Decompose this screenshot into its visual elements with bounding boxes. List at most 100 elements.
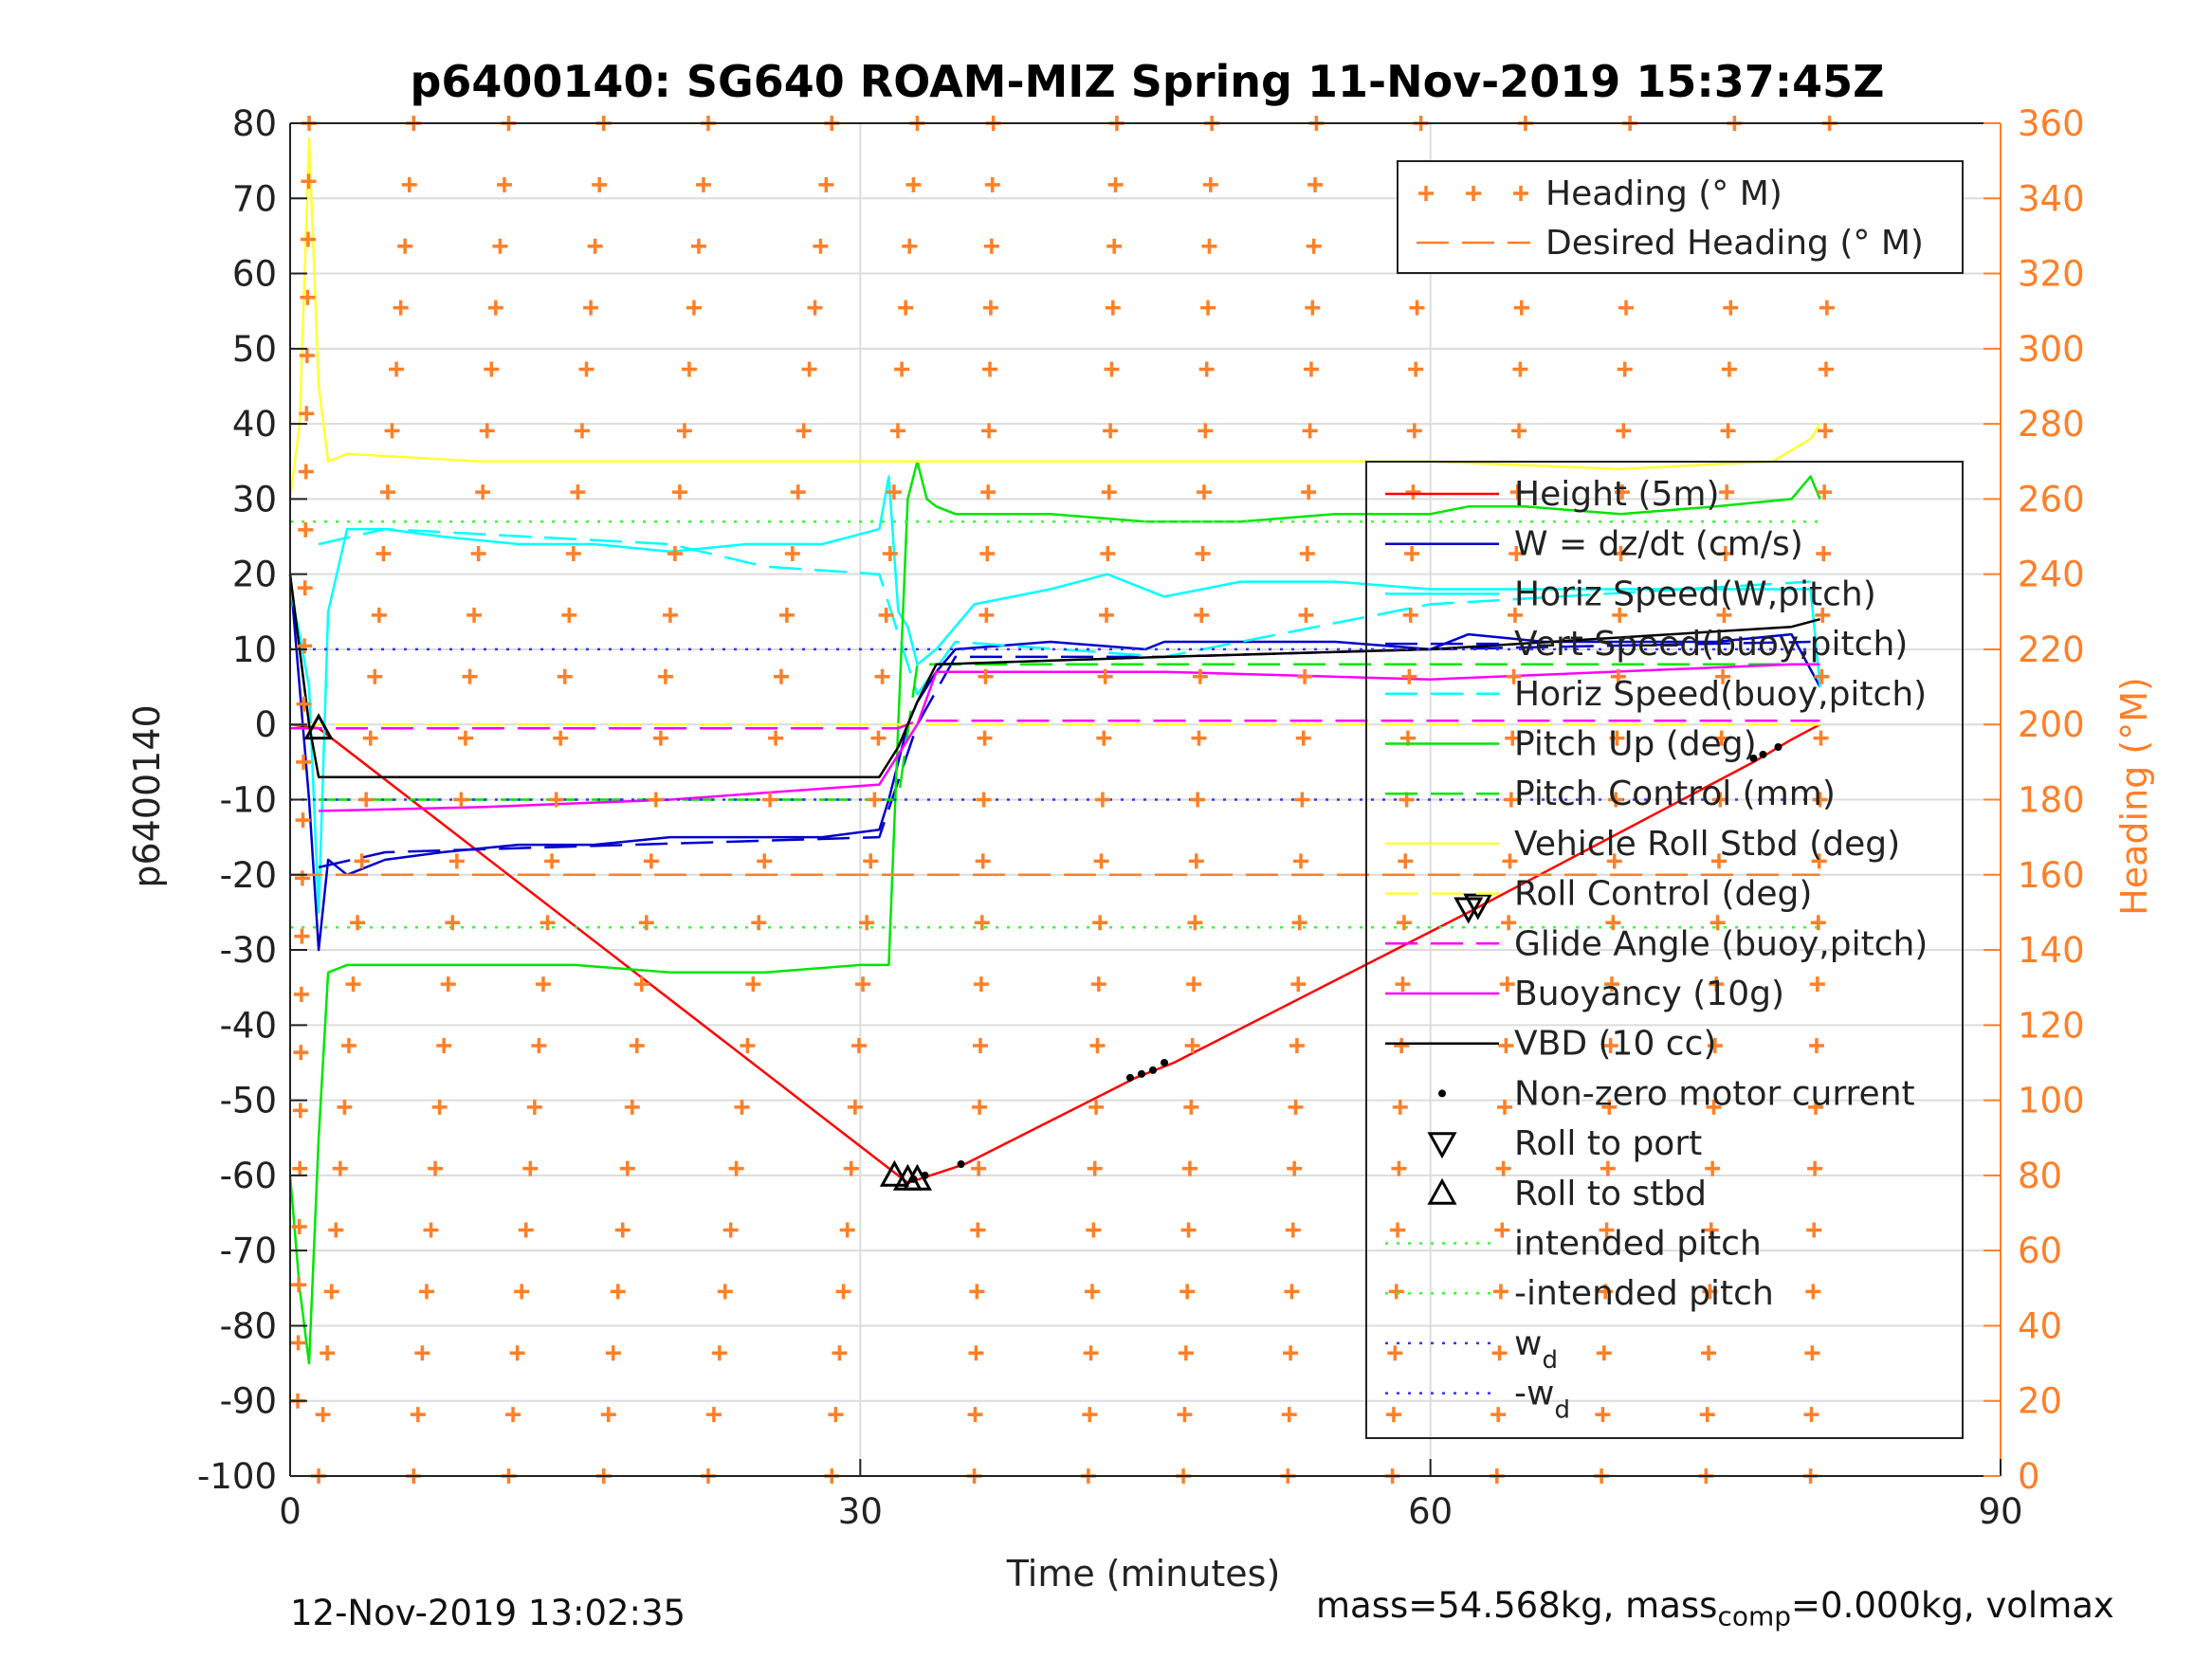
heading-marker <box>902 238 918 254</box>
heading-marker <box>981 423 997 439</box>
heading-marker <box>898 300 914 316</box>
heading-marker <box>784 546 800 562</box>
y-tick-label: 30 <box>232 479 277 520</box>
heading-marker <box>1291 915 1307 931</box>
roll-to-stbd-marker <box>902 1163 933 1191</box>
heading-marker <box>526 1099 542 1115</box>
heading-marker <box>1492 1284 1508 1300</box>
heading-marker <box>1705 1160 1721 1176</box>
heading-marker <box>1505 730 1521 746</box>
legend-label: Roll to stbd <box>1514 1175 1707 1213</box>
heading-marker <box>475 484 491 501</box>
heading-marker <box>1809 976 1825 993</box>
heading-marker <box>1490 1407 1507 1423</box>
heading-marker <box>1509 484 1526 501</box>
heading-marker <box>874 668 890 684</box>
heading-marker <box>1406 423 1422 439</box>
legend-label-text: Vehicle Roll Stbd (deg) <box>1514 825 1900 864</box>
heading-marker <box>1402 607 1418 623</box>
heading-marker <box>974 915 990 931</box>
heading-marker <box>972 1099 988 1115</box>
legend-heading-marker <box>1513 186 1528 201</box>
heading-marker <box>1600 1160 1616 1176</box>
motor-current-point <box>1749 754 1758 762</box>
heading-marker <box>751 915 767 931</box>
chart-title: p6400140: SG640 ROAM-MIZ Spring 11-Nov-2… <box>410 56 1884 107</box>
legend-label-text: Vert Speed(buoy,pitch) <box>1514 625 1908 664</box>
heading-marker <box>1194 607 1210 623</box>
legend-label-text: Non-zero motor current <box>1514 1074 1915 1113</box>
heading-marker <box>801 361 817 377</box>
series-line <box>288 137 1821 500</box>
heading-marker <box>1089 1037 1106 1053</box>
heading-marker <box>1105 300 1121 316</box>
legend-label: Buoyancy (10g) <box>1514 975 1784 1013</box>
heading-marker <box>384 423 400 439</box>
heading-marker <box>1715 668 1731 684</box>
series-line <box>319 663 1820 801</box>
legend-label: Vehicle Roll Stbd (deg) <box>1514 825 1900 864</box>
heading-marker <box>440 976 456 993</box>
roll-to-stbd-marker <box>303 713 334 740</box>
heading-marker <box>565 546 581 562</box>
heading-marker <box>978 607 995 623</box>
heading-marker <box>1301 484 1317 501</box>
legend-label-text: VBD (10 cc) <box>1514 1025 1716 1064</box>
heading-marker <box>1392 1099 1408 1115</box>
heading-marker <box>531 1037 547 1053</box>
y-tick-label: 70 <box>232 178 277 219</box>
legend-label-text: intended pitch <box>1514 1225 1762 1264</box>
heading-marker <box>367 668 383 684</box>
heading-marker <box>979 546 996 562</box>
heading-marker <box>505 1407 521 1423</box>
heading-marker <box>583 300 599 316</box>
heading-marker <box>1289 1037 1305 1053</box>
heading-marker <box>1713 730 1729 746</box>
footer-mass-label: mass=54.568kg, mass <box>1316 1585 1718 1626</box>
heading-marker <box>1614 484 1630 501</box>
heading-marker <box>676 423 692 439</box>
x-tick-label: 60 <box>1408 1491 1453 1532</box>
heading-marker <box>290 1335 306 1351</box>
heading-marker <box>870 730 887 746</box>
motor-current-point <box>957 1159 965 1168</box>
y-tick-label: 50 <box>232 329 277 370</box>
y-tick-label: 40 <box>232 404 277 445</box>
heading-marker <box>1183 1099 1199 1115</box>
y-tick-label: 80 <box>232 103 277 144</box>
heading-marker <box>971 1160 987 1176</box>
heading-marker <box>1810 915 1826 931</box>
heading-marker <box>1306 238 1322 254</box>
heading-marker <box>1596 1345 1612 1361</box>
heading-marker <box>587 238 603 254</box>
y-right-tick-label: 180 <box>2018 780 2085 821</box>
heading-marker <box>695 176 711 192</box>
legend-label-text: -w <box>1514 1375 1554 1413</box>
heading-marker <box>414 1345 430 1361</box>
heading-marker <box>301 173 317 190</box>
footer-mass-sub: comp <box>1717 1600 1792 1632</box>
legend-label: Pitch Control (mm) <box>1514 775 1836 813</box>
legend-label: Roll Control (deg) <box>1514 875 1812 914</box>
y-right-tick-label: 280 <box>2018 404 2085 445</box>
y-axis-right-label: Heading (°M) <box>2113 677 2155 916</box>
heading-marker <box>300 289 316 305</box>
heading-marker <box>1605 915 1621 931</box>
y-tick-label: 0 <box>254 704 277 745</box>
y-right-tick-label: 260 <box>2018 479 2085 520</box>
heading-marker <box>667 546 683 562</box>
heading-marker <box>1092 915 1108 931</box>
heading-marker <box>740 1037 756 1053</box>
heading-marker <box>863 853 879 869</box>
heading-marker <box>1083 1345 1099 1361</box>
heading-marker <box>379 484 395 501</box>
footer-date: 12-Nov-2019 13:02:35 <box>290 1593 686 1633</box>
heading-marker <box>1502 853 1518 869</box>
heading-marker <box>773 668 789 684</box>
heading-marker <box>1180 1222 1197 1238</box>
heading-marker <box>1498 1037 1514 1053</box>
heading-marker <box>297 638 313 654</box>
y-tick-label: 10 <box>232 629 277 670</box>
heading-marker <box>1508 546 1525 562</box>
heading-marker <box>1104 361 1120 377</box>
